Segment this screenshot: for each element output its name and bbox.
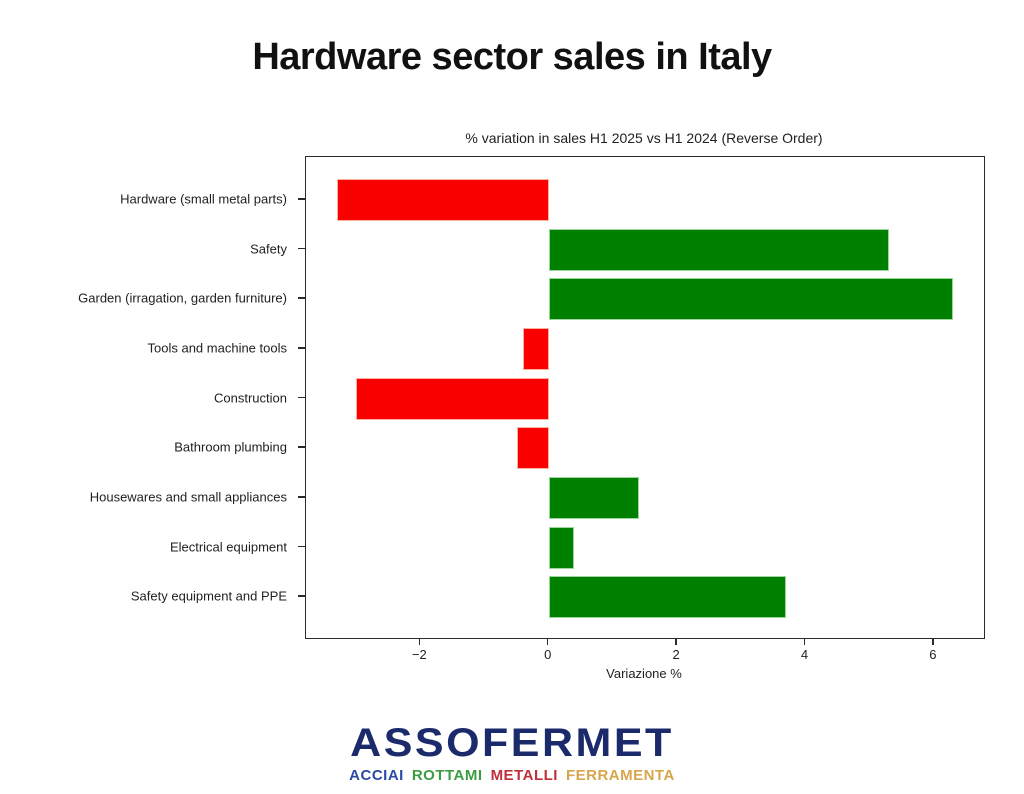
- bar-positive: [548, 228, 889, 271]
- y-tick-label: Garden (irragation, garden furniture): [78, 290, 287, 306]
- y-tick-label: Housewares and small appliances: [89, 489, 287, 505]
- y-tick-label: Bathroom plumbing: [174, 439, 287, 455]
- bar-negative: [356, 377, 549, 420]
- bar-negative: [516, 427, 549, 470]
- x-axis-label: Variazione %: [606, 666, 682, 681]
- y-tick-label: Tools and machine tools: [147, 340, 287, 356]
- footer-logo: ASSOFERMET ACCIAI ROTTAMI METALLI FERRAMENT…: [0, 722, 1024, 784]
- y-tick-mark: [298, 247, 305, 250]
- logo-word: ROTTAMI: [411, 767, 483, 784]
- x-tick-label: 0: [544, 647, 552, 662]
- x-tick-mark: [803, 639, 806, 645]
- x-tick-mark: [675, 639, 677, 645]
- bar-positive: [548, 576, 787, 619]
- y-tick-label: Safety: [250, 241, 287, 256]
- y-tick-label: Hardware (small metal parts): [120, 191, 287, 207]
- y-axis-labels: Hardware (small metal parts) Safety Garden…: [0, 156, 296, 637]
- y-axis-ticks: [298, 156, 305, 637]
- y-tick-mark: [298, 396, 305, 399]
- plot-area: [305, 156, 985, 639]
- chart-title: % variation in sales H1 2025 vs H1 2024 …: [465, 130, 823, 146]
- x-tick-mark: [418, 639, 421, 645]
- x-tick-mark: [932, 639, 934, 645]
- x-tick-label: 4: [800, 647, 809, 662]
- x-tick-label: 6: [929, 647, 937, 662]
- logo-tagline: ACCIAI ROTTAMI METALLI FERRAMENTA: [349, 767, 675, 784]
- y-tick-mark: [298, 297, 305, 299]
- x-tick-label: −2: [411, 647, 427, 662]
- bar-positive: [548, 278, 954, 321]
- x-tick-mark: [546, 639, 549, 645]
- bar-negative: [336, 178, 549, 221]
- y-tick-label: Electrical equipment: [169, 539, 287, 554]
- bar-negative: [523, 327, 549, 370]
- bar-positive: [548, 526, 575, 569]
- y-tick-mark: [298, 545, 305, 548]
- assofermet-logo: ASSOFERMET: [350, 720, 674, 766]
- bar-positive: [548, 476, 639, 519]
- logo-word: ACCIAI: [349, 767, 404, 784]
- y-tick-label: Safety equipment and PPE: [130, 588, 287, 604]
- logo-word: FERRAMENTA: [565, 767, 675, 784]
- y-tick-mark: [298, 198, 305, 200]
- x-axis: −2 0 2 4 6: [305, 638, 983, 698]
- y-tick-mark: [298, 446, 305, 448]
- y-tick-mark: [298, 347, 305, 349]
- y-tick-label: Construction: [214, 390, 287, 405]
- x-tick-label: 2: [672, 647, 680, 662]
- y-tick-mark: [298, 595, 305, 597]
- y-tick-mark: [298, 496, 305, 498]
- page-title: Hardware sector sales in Italy: [252, 36, 772, 78]
- logo-word: METALLI: [490, 767, 558, 784]
